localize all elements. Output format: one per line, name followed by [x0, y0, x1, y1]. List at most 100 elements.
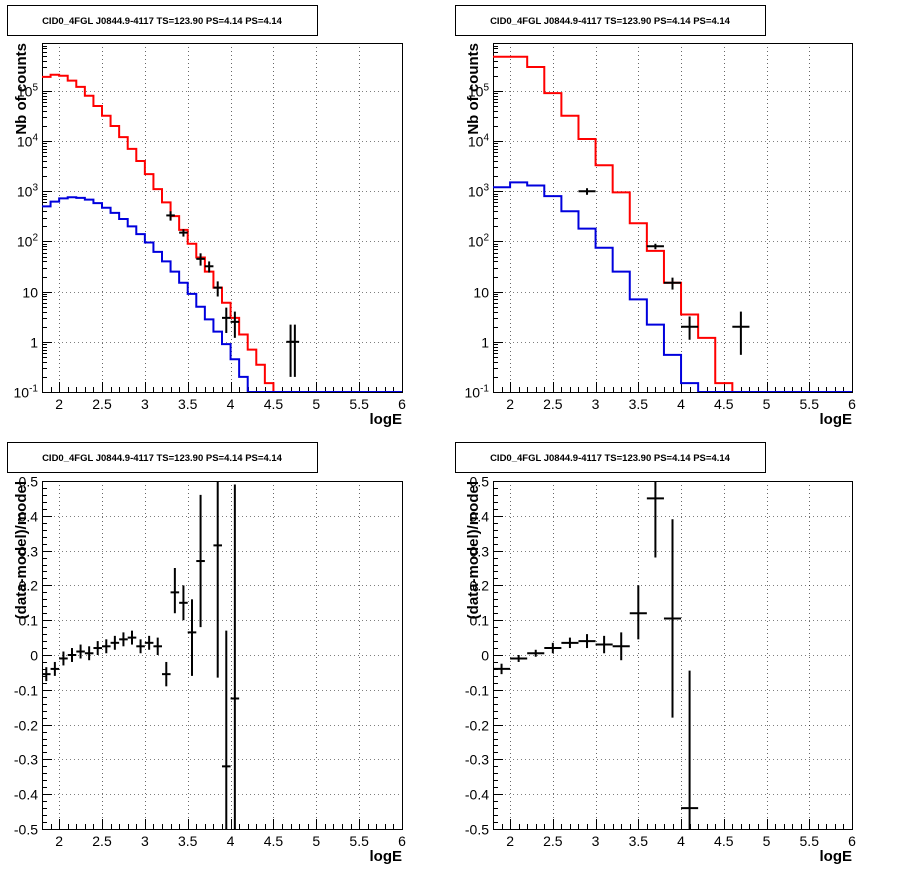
chart-title-box: [455, 5, 766, 36]
x-tick-label: 6: [398, 833, 406, 849]
chart-title: CID0_4FGL J0844.9-4117 TS=123.90 PS=4.14…: [490, 16, 731, 27]
plot-data-area: [42, 73, 402, 392]
y-tick-label: 10-1: [465, 384, 490, 401]
y-tick-label: 104: [17, 133, 39, 150]
y-tick-label: 0.4: [470, 509, 490, 525]
x-tick-label: 6: [848, 833, 856, 849]
x-axis-label: logE: [370, 848, 403, 865]
y-tick-label: 102: [468, 233, 490, 250]
x-tick-label: 5.5: [349, 833, 369, 849]
x-tick-label: 4: [677, 396, 685, 412]
y-tick-label: -0.5: [465, 822, 489, 838]
x-tick-label: 4.5: [714, 396, 734, 412]
y-axis-label: Nb of counts: [465, 43, 482, 135]
plot-frame: [493, 43, 853, 393]
x-tick-label: 6: [848, 396, 856, 412]
x-tick-label: 4: [227, 396, 235, 412]
y-tick-label: 1: [481, 335, 489, 351]
y-tick-label: -0.3: [14, 752, 38, 768]
y-tick-label: 0: [30, 648, 38, 664]
x-tick-label: 3.5: [629, 396, 649, 412]
y-tick-label: 10: [473, 285, 489, 301]
y-tick-label: -0.2: [465, 718, 489, 734]
histogram-series-1: [42, 73, 402, 392]
x-tick-label: 5.5: [800, 396, 820, 412]
x-axis-label: logE: [820, 411, 853, 428]
y-tick-label: 102: [17, 233, 39, 250]
x-axis-label: logE: [820, 848, 853, 865]
y-tick-label: 0.3: [19, 544, 39, 560]
chart-panel-3: CID0_4FGL J0844.9-4117 TS=123.90 PS=4.14…: [7, 442, 406, 865]
chart-title: CID0_4FGL J0844.9-4117 TS=123.90 PS=4.14…: [42, 16, 283, 27]
x-tick-label: 2.5: [543, 833, 563, 849]
y-axis-label: (data-model)/model: [13, 481, 30, 619]
x-tick-label: 5: [312, 833, 320, 849]
y-tick-label: 103: [468, 183, 490, 200]
y-tick-label: 0.2: [470, 578, 490, 594]
x-tick-label: 3: [141, 833, 149, 849]
y-tick-label: -0.1: [465, 683, 489, 699]
y-tick-label: -0.4: [14, 787, 38, 803]
y-axis-label: Nb of counts: [13, 43, 30, 135]
x-tick-label: 4.5: [264, 833, 284, 849]
plot-data-area: [493, 481, 699, 829]
y-tick-label: 105: [468, 83, 490, 100]
x-tick-label: 3: [141, 396, 149, 412]
x-tick-label: 2.5: [92, 396, 112, 412]
x-tick-label: 2.5: [92, 833, 112, 849]
x-tick-label: 4.5: [714, 833, 734, 849]
x-tick-label: 3: [592, 833, 600, 849]
plot-data-area: [493, 55, 852, 392]
x-tick-label: 4.5: [264, 396, 284, 412]
x-tick-label: 3.5: [629, 833, 649, 849]
x-tick-label: 3.5: [178, 833, 198, 849]
x-tick-label: 3.5: [178, 396, 198, 412]
y-tick-label: 0.1: [19, 613, 39, 629]
x-tick-label: 5: [763, 833, 771, 849]
y-tick-label: -0.1: [14, 683, 38, 699]
chart-panel-1: CID0_4FGL J0844.9-4117 TS=123.90 PS=4.14…: [7, 5, 406, 428]
plot-data-area: [42, 481, 240, 829]
chart-title-box: [455, 442, 766, 473]
histogram-series-2: [42, 196, 402, 392]
x-axis-label: logE: [370, 411, 403, 428]
y-tick-label: -0.5: [14, 822, 38, 838]
y-tick-label: -0.2: [14, 718, 38, 734]
x-tick-label: 6: [398, 396, 406, 412]
x-tick-label: 4: [677, 833, 685, 849]
x-tick-label: 2: [55, 396, 63, 412]
y-tick-label: 0.5: [470, 474, 490, 490]
y-tick-label: 0.4: [19, 509, 39, 525]
x-tick-label: 5.5: [349, 396, 369, 412]
y-tick-label: 1: [30, 335, 38, 351]
y-tick-label: -0.3: [465, 752, 489, 768]
y-tick-label: 0.2: [19, 578, 39, 594]
x-tick-label: 2: [506, 833, 514, 849]
y-tick-label: 104: [468, 133, 490, 150]
y-tick-label: 0: [481, 648, 489, 664]
x-tick-label: 2.5: [543, 396, 563, 412]
histogram-series-1: [493, 55, 852, 392]
y-tick-label: -0.4: [465, 787, 489, 803]
chart-title: CID0_4FGL J0844.9-4117 TS=123.90 PS=4.14…: [42, 453, 283, 464]
x-tick-label: 2: [55, 833, 63, 849]
y-axis-label: (data-model)/model: [465, 481, 482, 619]
chart-title-box: [7, 5, 318, 36]
x-tick-label: 5: [312, 396, 320, 412]
x-tick-label: 2: [506, 396, 514, 412]
y-tick-label: 0.5: [19, 474, 39, 490]
histogram-series-2: [493, 181, 852, 392]
y-tick-label: 0.1: [470, 613, 490, 629]
chart-title-box: [7, 442, 318, 473]
x-tick-label: 3: [592, 396, 600, 412]
x-tick-label: 5: [763, 396, 771, 412]
y-tick-label: 0.3: [470, 544, 490, 560]
chart-panel-4: CID0_4FGL J0844.9-4117 TS=123.90 PS=4.14…: [455, 442, 856, 865]
y-tick-label: 10: [22, 285, 38, 301]
y-tick-label: 103: [17, 183, 39, 200]
x-tick-label: 4: [227, 833, 235, 849]
chart-panel-2: CID0_4FGL J0844.9-4117 TS=123.90 PS=4.14…: [455, 5, 856, 428]
y-tick-label: 105: [17, 83, 39, 100]
y-tick-label: 10-1: [14, 384, 39, 401]
